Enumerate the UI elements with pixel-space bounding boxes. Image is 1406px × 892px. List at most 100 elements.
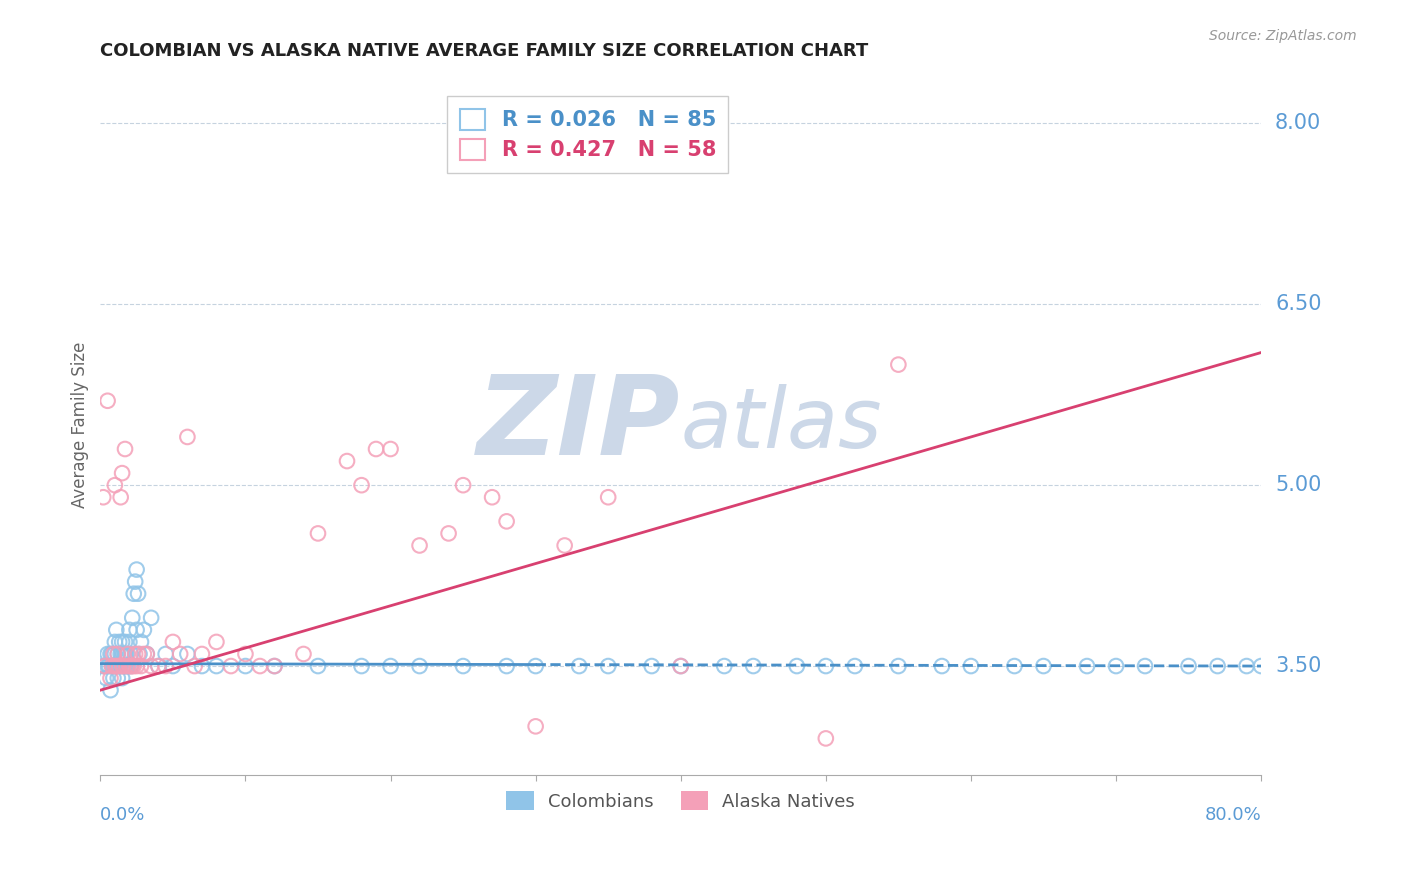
Point <box>249 659 271 673</box>
Point <box>107 647 129 661</box>
Point <box>105 659 128 673</box>
Point <box>125 623 148 637</box>
Point <box>115 659 138 673</box>
Point <box>495 659 517 673</box>
Point <box>1032 659 1054 673</box>
Point <box>129 659 152 673</box>
Point <box>350 478 373 492</box>
Point <box>120 659 142 673</box>
Point <box>135 647 157 661</box>
Point <box>598 490 620 504</box>
Point <box>100 683 122 698</box>
Point <box>128 647 150 661</box>
Point <box>114 659 136 673</box>
Point <box>101 647 124 661</box>
Point <box>115 659 138 673</box>
Point <box>117 647 139 661</box>
Point <box>1236 659 1258 673</box>
Point <box>1004 659 1026 673</box>
Point <box>148 659 170 673</box>
Point <box>169 647 191 661</box>
Point <box>122 587 145 601</box>
Point <box>97 659 120 673</box>
Point <box>112 647 135 661</box>
Point <box>1177 659 1199 673</box>
Point <box>98 659 121 673</box>
Point <box>132 647 155 661</box>
Point <box>176 647 198 661</box>
Point <box>408 659 430 673</box>
Point <box>219 659 242 673</box>
Point <box>844 659 866 673</box>
Point <box>114 442 136 456</box>
Point <box>103 647 125 661</box>
Point <box>263 659 285 673</box>
Point <box>117 659 139 673</box>
Point <box>155 659 177 673</box>
Point <box>118 659 141 673</box>
Point <box>101 659 124 673</box>
Point <box>110 659 132 673</box>
Point <box>114 647 136 661</box>
Point <box>97 647 120 661</box>
Point <box>110 490 132 504</box>
Point <box>1250 659 1272 673</box>
Point <box>105 623 128 637</box>
Point <box>104 659 127 673</box>
Point <box>118 635 141 649</box>
Point <box>111 671 134 685</box>
Point <box>105 659 128 673</box>
Point <box>524 659 547 673</box>
Point <box>931 659 953 673</box>
Point <box>176 430 198 444</box>
Point <box>155 647 177 661</box>
Point <box>437 526 460 541</box>
Point <box>118 623 141 637</box>
Point <box>111 466 134 480</box>
Point <box>1076 659 1098 673</box>
Text: 8.00: 8.00 <box>1275 113 1322 134</box>
Point <box>91 659 114 673</box>
Point <box>1105 659 1128 673</box>
Point <box>887 659 910 673</box>
Point <box>127 587 149 601</box>
Point <box>101 659 124 673</box>
Point <box>121 659 143 673</box>
Point <box>124 647 146 661</box>
Y-axis label: Average Family Size: Average Family Size <box>72 342 89 508</box>
Text: ZIP: ZIP <box>477 371 681 478</box>
Point <box>814 731 837 746</box>
Point <box>713 659 735 673</box>
Point <box>191 659 214 673</box>
Point <box>104 635 127 649</box>
Point <box>108 635 131 649</box>
Point <box>598 659 620 673</box>
Point <box>364 442 387 456</box>
Point <box>380 659 402 673</box>
Point <box>107 647 129 661</box>
Point <box>1133 659 1156 673</box>
Text: Source: ZipAtlas.com: Source: ZipAtlas.com <box>1209 29 1357 43</box>
Point <box>120 647 142 661</box>
Point <box>408 539 430 553</box>
Point <box>93 659 115 673</box>
Point <box>148 659 170 673</box>
Legend: Colombians, Alaska Natives: Colombians, Alaska Natives <box>499 784 862 818</box>
Point <box>205 659 228 673</box>
Text: 6.50: 6.50 <box>1275 294 1322 314</box>
Point <box>786 659 808 673</box>
Point <box>380 442 402 456</box>
Point <box>1206 659 1229 673</box>
Point <box>205 635 228 649</box>
Point <box>336 454 359 468</box>
Point <box>235 647 257 661</box>
Point <box>292 647 315 661</box>
Point <box>93 659 115 673</box>
Point <box>307 526 329 541</box>
Point <box>451 659 474 673</box>
Point <box>887 358 910 372</box>
Text: atlas: atlas <box>681 384 883 466</box>
Point <box>120 659 142 673</box>
Point <box>103 671 125 685</box>
Point <box>183 659 205 673</box>
